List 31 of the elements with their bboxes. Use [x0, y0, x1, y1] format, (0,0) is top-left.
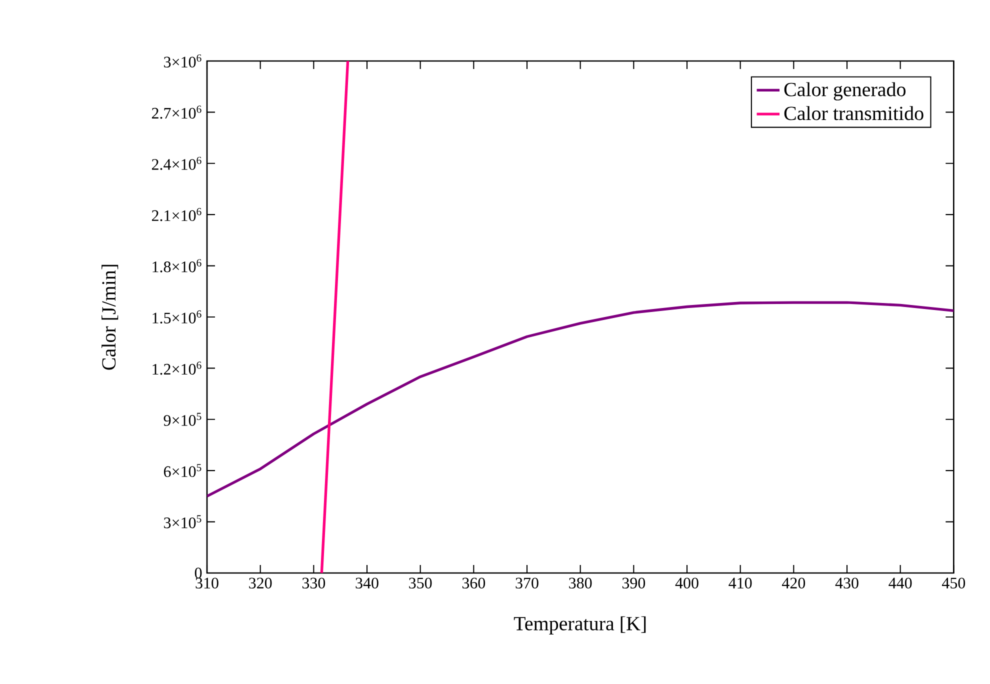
x-axis-title: Temperatura [K] [514, 616, 646, 634]
x-tick-label: 320 [249, 578, 272, 588]
y-tick-label: 9×10$^{5}$ [164, 412, 202, 426]
y-tick-label: 1.2×10$^{6}$ [152, 362, 202, 375]
y-axis-title: Calor [J/min] [102, 264, 118, 370]
x-tick-label: 400 [675, 578, 698, 588]
legend-label: Calor transmitido [784, 106, 924, 120]
legend-label: Calor generado [784, 82, 906, 100]
line-series [207, 301, 954, 498]
x-tick-label: 330 [302, 578, 326, 588]
x-tick-label: 370 [516, 578, 538, 588]
x-tick-label: 450 [942, 578, 966, 588]
y-tick-label: 2.1×10$^{6}$ [152, 208, 202, 222]
x-tick-label: 380 [569, 578, 592, 588]
x-tick-label: 360 [462, 578, 486, 588]
x-tick-label: 390 [622, 578, 646, 588]
x-tick-label: 430 [835, 578, 858, 588]
x-tick-label: 340 [356, 578, 378, 588]
y-tick-label: 0 [194, 568, 202, 578]
y-tick-label: 1.5×10$^{6}$ [152, 310, 202, 324]
y-tick-label: 3×10$^{5}$ [164, 515, 202, 528]
y-tick-label: 1.8×10$^{6}$ [152, 259, 202, 272]
y-tick-label: 3×10$^{6}$ [164, 54, 202, 68]
x-tick-label: 410 [728, 578, 752, 588]
x-tick-label: 440 [888, 578, 912, 588]
y-tick-label: 2.4×10$^{6}$ [152, 156, 202, 170]
y-tick-label: 2.7×10$^{6}$ [152, 106, 202, 119]
x-tick-label: 420 [782, 578, 806, 588]
x-tick-label: 350 [409, 578, 432, 588]
y-tick-label: 6×10$^{5}$ [164, 464, 202, 478]
x-tick-label: 310 [196, 578, 218, 588]
